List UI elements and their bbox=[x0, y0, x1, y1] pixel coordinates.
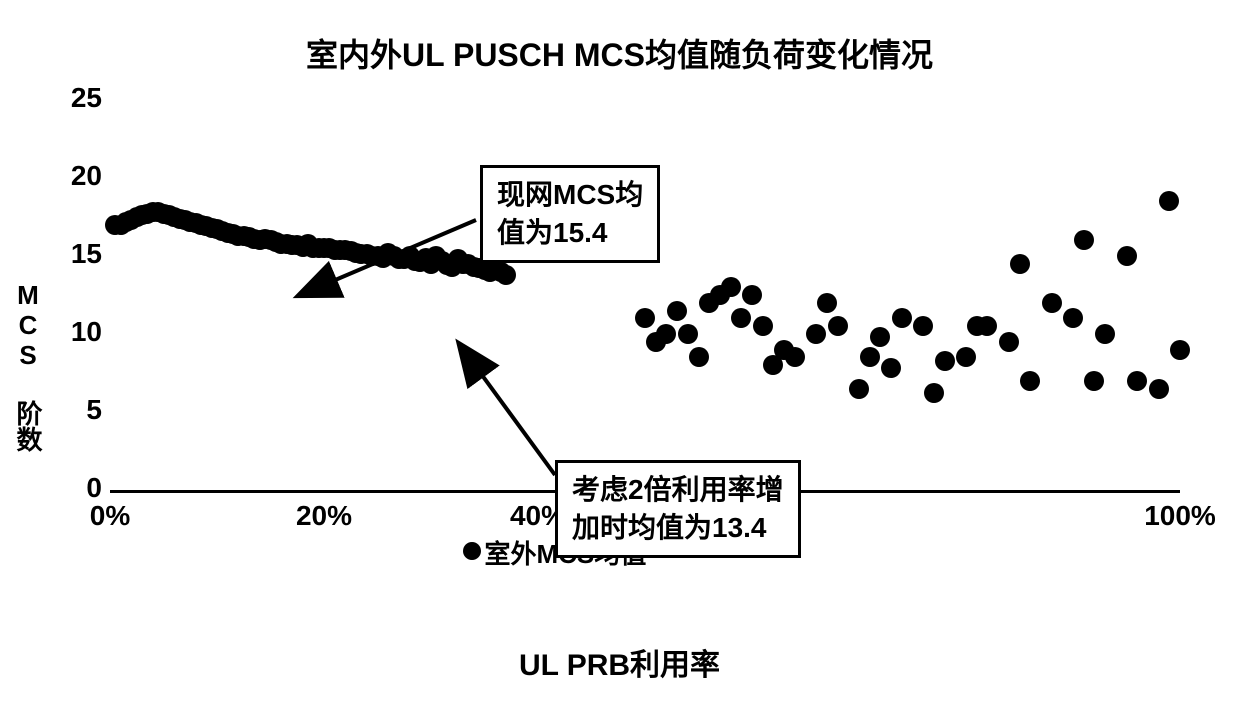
scatter-point bbox=[977, 316, 997, 336]
scatter-point bbox=[1170, 340, 1190, 360]
y-tick-label: 5 bbox=[42, 394, 102, 426]
scatter-point bbox=[849, 379, 869, 399]
legend-marker-icon bbox=[463, 542, 481, 560]
scatter-point bbox=[656, 324, 676, 344]
scatter-point bbox=[496, 265, 516, 285]
scatter-point bbox=[860, 347, 880, 367]
scatter-point bbox=[1042, 293, 1062, 313]
y-tick-label: 15 bbox=[42, 238, 102, 270]
scatter-point bbox=[935, 351, 955, 371]
x-tick-label: 100% bbox=[1130, 500, 1230, 532]
x-tick-label: 20% bbox=[274, 500, 374, 532]
scatter-point bbox=[913, 316, 933, 336]
scatter-point bbox=[1159, 191, 1179, 211]
scatter-point bbox=[1020, 371, 1040, 391]
scatter-point bbox=[1074, 230, 1094, 250]
scatter-point bbox=[689, 347, 709, 367]
scatter-point bbox=[999, 332, 1019, 352]
annotation-line: 加时均值为13.4 bbox=[572, 509, 784, 547]
scatter-point bbox=[806, 324, 826, 344]
scatter-point bbox=[721, 277, 741, 297]
y-tick-label: 25 bbox=[42, 82, 102, 114]
scatter-point bbox=[924, 383, 944, 403]
y-tick-label: 10 bbox=[42, 316, 102, 348]
plot-area bbox=[110, 100, 1180, 490]
annotation-line: 现网MCS均 bbox=[497, 176, 643, 214]
scatter-point bbox=[892, 308, 912, 328]
x-axis-label: UL PRB利用率 bbox=[0, 640, 1239, 684]
scatter-point bbox=[731, 308, 751, 328]
scatter-point bbox=[1010, 254, 1030, 274]
chart-title: 室内外UL PUSCH MCS均值随负荷变化情况 bbox=[0, 30, 1239, 76]
scatter-point bbox=[817, 293, 837, 313]
y-tick-label: 20 bbox=[42, 160, 102, 192]
y-axis-label: MCS 阶数 bbox=[10, 280, 47, 452]
annotation-line: 值为15.4 bbox=[497, 214, 643, 252]
annotation-box: 现网MCS均值为15.4 bbox=[480, 165, 660, 263]
scatter-point bbox=[956, 347, 976, 367]
scatter-point bbox=[1149, 379, 1169, 399]
annotation-box: 考虑2倍利用率增加时均值为13.4 bbox=[555, 460, 801, 558]
scatter-point bbox=[753, 316, 773, 336]
scatter-point bbox=[667, 301, 687, 321]
scatter-point bbox=[881, 358, 901, 378]
scatter-point bbox=[678, 324, 698, 344]
scatter-point bbox=[1084, 371, 1104, 391]
scatter-point bbox=[870, 327, 890, 347]
annotation-line: 考虑2倍利用率增 bbox=[572, 471, 784, 509]
scatter-point bbox=[1095, 324, 1115, 344]
scatter-point bbox=[785, 347, 805, 367]
scatter-point bbox=[1127, 371, 1147, 391]
scatter-point bbox=[1117, 246, 1137, 266]
scatter-point bbox=[742, 285, 762, 305]
scatter-point bbox=[635, 308, 655, 328]
scatter-point bbox=[828, 316, 848, 336]
x-tick-label: 0% bbox=[60, 500, 160, 532]
scatter-point bbox=[1063, 308, 1083, 328]
